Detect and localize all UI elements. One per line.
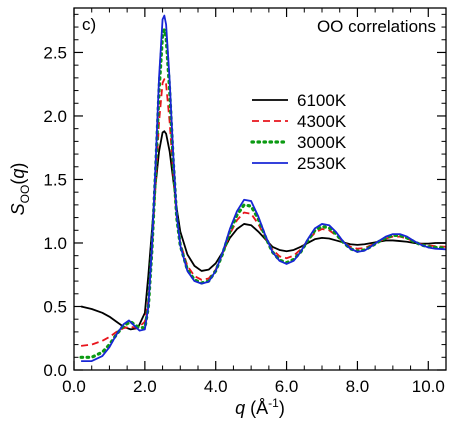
ticks-layer: 0.0 2.0 4.0 6.0 8.0 10.0 0.0 0.5 1.0 1.5 2.0 2.5 xyxy=(43,8,446,396)
x-axis-unit-exp: -1 xyxy=(268,396,279,410)
chart-annotation: OO correlations xyxy=(317,17,436,36)
y-axis-symbol: S xyxy=(8,203,28,215)
x-tick-label: 8.0 xyxy=(346,377,370,396)
y-tick-label: 2.5 xyxy=(43,43,67,62)
legend-label-4300K: 4300K xyxy=(297,112,347,131)
x-axis-unit-close: ) xyxy=(279,398,285,418)
x-tick-label: 6.0 xyxy=(275,377,299,396)
x-tick-label: 10.0 xyxy=(412,377,445,396)
y-axis-arg: q xyxy=(8,169,28,179)
y-tick-label: 1.0 xyxy=(43,234,67,253)
y-tick-label: 0.0 xyxy=(43,361,67,380)
legend-label-6100K: 6100K xyxy=(297,91,347,110)
legend: 6100K 4300K 3000K 2530K xyxy=(250,91,347,173)
x-tick-label: 0.0 xyxy=(62,377,86,396)
series-line-2530K xyxy=(81,14,447,363)
y-tick-label: 2.0 xyxy=(43,107,67,126)
x-tick-label: 4.0 xyxy=(204,377,228,396)
x-tick-label: 2.0 xyxy=(133,377,157,396)
series-line-3000K xyxy=(79,27,448,359)
legend-label-2530K: 2530K xyxy=(297,154,347,173)
x-axis-label: q (Å-1) xyxy=(235,396,285,418)
y-axis-subscript: OO xyxy=(18,185,32,204)
x-axis-symbol: q xyxy=(235,398,245,418)
y-tick-label: 0.5 xyxy=(43,297,67,316)
plot-frame xyxy=(73,7,447,371)
x-axis-unit-open: (Å xyxy=(245,398,268,418)
y-tick-label: 1.5 xyxy=(43,170,67,189)
panel-label: c) xyxy=(82,15,96,34)
y-axis-arg-open: ( xyxy=(8,179,28,185)
series-layer xyxy=(79,14,448,363)
series-line-4300K xyxy=(80,78,447,347)
y-axis-arg-close: ) xyxy=(8,163,28,169)
y-axis-label: SOO(q) xyxy=(8,163,32,216)
legend-label-3000K: 3000K xyxy=(297,133,347,152)
